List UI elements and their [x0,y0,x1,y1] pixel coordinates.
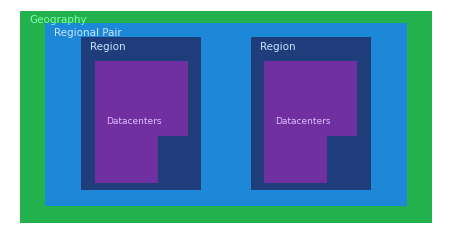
Text: Region: Region [90,42,126,52]
Bar [81,37,201,190]
Text: Region: Region [259,42,295,52]
Bar [250,37,370,190]
Polygon shape [264,61,356,183]
Text: Datacenters: Datacenters [106,117,161,126]
Text: Datacenters: Datacenters [275,117,330,126]
Bar [45,23,406,206]
Text: Regional Pair: Regional Pair [54,28,122,38]
Text: Geography: Geography [29,15,87,25]
Polygon shape [95,61,187,183]
